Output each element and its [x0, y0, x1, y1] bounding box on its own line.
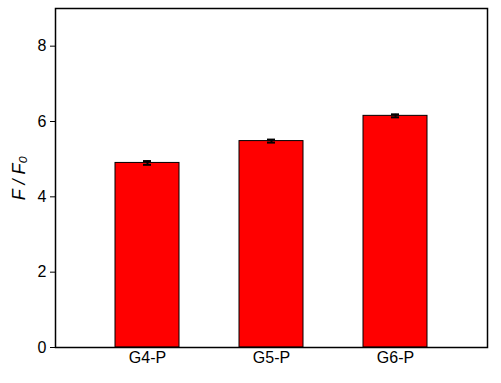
svg-text:G5-P: G5-P: [253, 349, 290, 366]
svg-text:2: 2: [38, 263, 47, 280]
svg-text:4: 4: [38, 188, 47, 205]
svg-text:G6-P: G6-P: [377, 349, 414, 366]
svg-text:6: 6: [38, 113, 47, 130]
svg-text:0: 0: [38, 339, 47, 356]
svg-text:8: 8: [38, 37, 47, 54]
svg-text:G4-P: G4-P: [129, 349, 166, 366]
svg-text:F / F₀: F / F₀: [9, 155, 29, 200]
